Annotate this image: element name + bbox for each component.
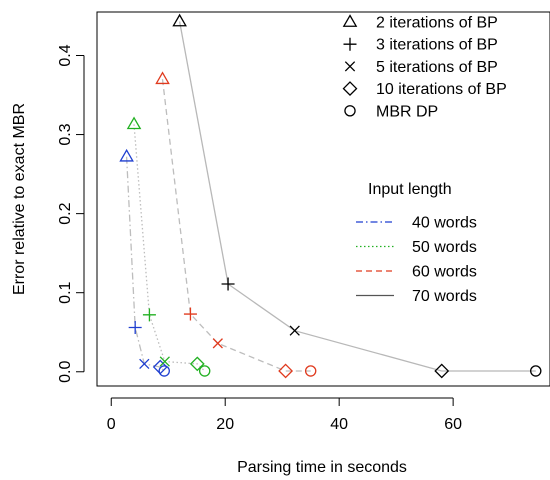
legend-circle-icon [344, 105, 356, 117]
y-tick-label: 0.1 [57, 281, 74, 303]
data-point-cross [289, 325, 300, 336]
data-point-plus [183, 307, 197, 321]
data-point-plus [128, 320, 142, 334]
y-tick-label: 0.4 [57, 44, 74, 66]
x-axis-title: Parsing time in seconds [237, 459, 407, 476]
data-point-triangle [119, 148, 134, 162]
plot-frame [96, 11, 550, 387]
data-point-diamond [434, 363, 450, 379]
y-tick-label: 0.3 [57, 123, 74, 145]
data-point-circle [530, 365, 542, 377]
legend-entry-label: 40 words [412, 215, 477, 232]
legend-triangle-icon [342, 14, 358, 27]
data-point-circle [198, 365, 211, 377]
legend-marker-types: 2 iterations of BP 3 iterations of BP 5 it… [342, 14, 507, 120]
data-point-diamond [189, 356, 205, 372]
legend-entry-label: 70 words [412, 288, 477, 305]
legend-entry-label: 50 words [412, 239, 477, 256]
y-tick-label: 0.2 [57, 202, 74, 224]
legend-entry-label: 10 iterations of BP [376, 81, 507, 98]
data-point-cross [212, 338, 223, 349]
legend-diamond-icon [342, 81, 358, 97]
data-point-cross [159, 356, 170, 367]
data-point-triangle [126, 116, 142, 130]
series-line [161, 79, 311, 372]
legend-input-length: Input length 40 words 50 words 60 words 70 w… [356, 181, 477, 305]
data-point-triangle [172, 13, 187, 27]
x-tick-label: 20 [216, 416, 234, 433]
y-axis-title: Error relative to exact MBR [11, 103, 28, 295]
series-line [133, 124, 206, 372]
legend-entry-label: MBR DP [376, 103, 438, 120]
legend-title: Input length [368, 181, 452, 198]
data-point-cross [139, 358, 150, 369]
series-markers [119, 13, 542, 379]
data-point-plus [142, 308, 156, 322]
data-point-plus [221, 277, 235, 291]
legend-cross-icon [344, 61, 356, 72]
legend-entry-label: 2 iterations of BP [376, 15, 498, 32]
x-tick-label: 60 [444, 416, 462, 433]
x-tick-label: 0 [107, 416, 116, 433]
legend-entry-label: 5 iterations of BP [376, 59, 498, 76]
data-point-triangle [155, 71, 170, 85]
legend-plus-icon [343, 37, 357, 51]
legend-entry-label: 3 iterations of BP [376, 37, 498, 54]
legend-entry-label: 60 words [412, 264, 477, 281]
data-point-diamond [278, 363, 294, 379]
data-point-circle [158, 365, 170, 377]
data-point-circle [304, 365, 317, 377]
axes: 0 20 40 60 0.0 0.1 0.2 0.3 0.4 [57, 44, 462, 433]
x-tick-label: 40 [330, 416, 348, 433]
y-tick-label: 0.0 [57, 361, 74, 383]
